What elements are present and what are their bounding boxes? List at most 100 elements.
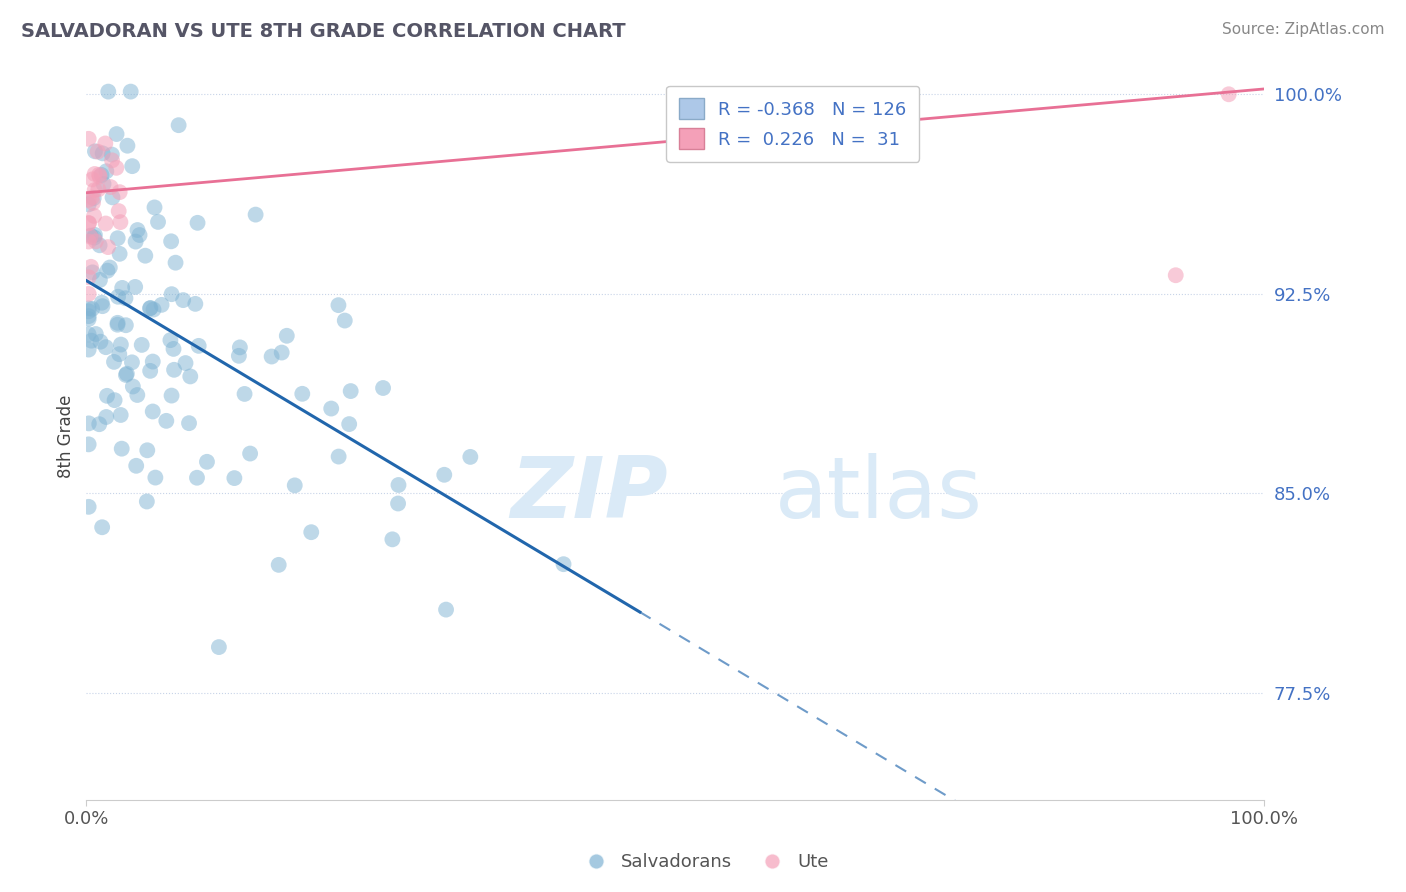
Point: [387, 496, 409, 510]
Point: [177, 416, 200, 430]
Point: [299, 525, 322, 540]
Point: [284, 478, 307, 492]
Point: [114, 291, 136, 305]
Point: [77, 327, 100, 342]
Point: [184, 297, 207, 311]
Point: [94, 340, 117, 354]
Point: [94, 136, 117, 151]
Point: [117, 138, 139, 153]
Point: [139, 364, 162, 378]
Point: [89, 417, 111, 432]
Point: [77, 216, 100, 230]
Point: [139, 301, 162, 315]
Point: [187, 216, 209, 230]
Point: [87, 168, 110, 182]
Point: [90, 168, 112, 182]
Point: [83, 227, 105, 242]
Point: [174, 356, 197, 370]
Point: [107, 231, 129, 245]
Point: [108, 347, 131, 361]
Point: [87, 182, 110, 196]
Point: [82, 301, 104, 316]
Point: [120, 85, 142, 99]
Point: [107, 316, 129, 330]
Point: [77, 417, 100, 431]
Point: [103, 355, 125, 369]
Point: [328, 298, 350, 312]
Text: SALVADORAN VS UTE 8TH GRADE CORRELATION CHART: SALVADORAN VS UTE 8TH GRADE CORRELATION …: [21, 22, 626, 41]
Point: [83, 191, 105, 205]
Point: [80, 334, 103, 348]
Point: [89, 238, 111, 252]
Text: atlas: atlas: [775, 453, 983, 536]
Point: [179, 369, 201, 384]
Point: [553, 557, 575, 571]
Point: [159, 333, 181, 347]
Point: [134, 249, 156, 263]
Point: [77, 500, 100, 514]
Point: [115, 368, 138, 382]
Point: [84, 145, 107, 159]
Point: [77, 309, 100, 323]
Point: [80, 191, 103, 205]
Point: [105, 161, 128, 175]
Point: [165, 256, 187, 270]
Legend: Salvadorans, Ute: Salvadorans, Ute: [571, 847, 835, 879]
Point: [77, 286, 100, 301]
Point: [387, 478, 409, 492]
Point: [122, 379, 145, 393]
Point: [107, 318, 129, 332]
Point: [108, 185, 131, 199]
Point: [155, 414, 177, 428]
Point: [160, 287, 183, 301]
Point: [160, 388, 183, 402]
Point: [150, 298, 173, 312]
Point: [121, 355, 143, 369]
Point: [142, 354, 165, 368]
Point: [195, 455, 218, 469]
Point: [83, 183, 105, 197]
Point: [229, 340, 252, 354]
Point: [146, 215, 169, 229]
Point: [77, 437, 100, 451]
Point: [224, 471, 246, 485]
Point: [89, 273, 111, 287]
Point: [1218, 87, 1240, 102]
Point: [110, 337, 132, 351]
Point: [260, 350, 283, 364]
Point: [91, 520, 114, 534]
Point: [93, 177, 115, 191]
Point: [89, 334, 111, 349]
Point: [208, 640, 231, 654]
Y-axis label: 8th Grade: 8th Grade: [58, 394, 75, 478]
Point: [291, 386, 314, 401]
Point: [82, 195, 104, 210]
Point: [91, 299, 114, 313]
Point: [270, 345, 292, 359]
Point: [433, 467, 456, 482]
Point: [82, 172, 104, 186]
Point: [125, 458, 148, 473]
Point: [124, 280, 146, 294]
Point: [82, 265, 104, 279]
Point: [80, 260, 103, 274]
Point: [371, 381, 394, 395]
Point: [142, 302, 165, 317]
Point: [434, 602, 457, 616]
Point: [115, 318, 138, 333]
Point: [83, 167, 105, 181]
Point: [186, 471, 208, 485]
Text: ZIP: ZIP: [510, 453, 668, 536]
Point: [111, 281, 134, 295]
Point: [100, 180, 122, 194]
Point: [127, 223, 149, 237]
Point: [228, 349, 250, 363]
Point: [96, 389, 118, 403]
Point: [77, 343, 100, 357]
Point: [77, 193, 100, 207]
Point: [135, 494, 157, 508]
Point: [136, 443, 159, 458]
Point: [233, 387, 256, 401]
Point: [77, 235, 100, 249]
Legend: R = -0.368   N = 126, R =  0.226   N =  31: R = -0.368 N = 126, R = 0.226 N = 31: [666, 86, 920, 161]
